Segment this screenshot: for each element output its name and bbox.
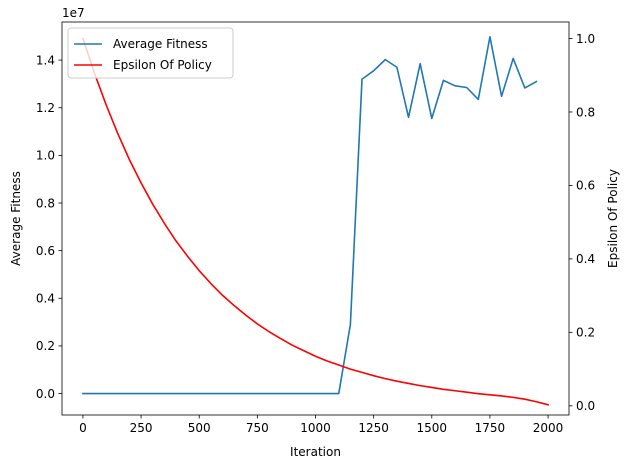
legend-box [67, 27, 234, 79]
legend-label-average-fitness: Average Fitness [113, 37, 208, 51]
y-left-tick-label: 0.4 [36, 292, 55, 306]
series-layer [81, 35, 550, 406]
y-axis-right-ticks: 0.0 0.2 0.4 0.6 0.8 1.0 [569, 32, 595, 413]
y-left-tick-label: 1.2 [36, 101, 55, 115]
x-axis-label: Iteration [290, 445, 341, 459]
y-right-tick-label: 0.0 [576, 399, 595, 413]
x-tick-label: 750 [246, 421, 269, 435]
y-axis-left-ticks: 0.0 0.2 0.4 0.6 0.8 1.0 1.2 1.4 [36, 53, 62, 401]
x-axis-ticks: 0 250 500 750 1000 1250 1500 1750 2000 [79, 415, 563, 435]
x-tick-label: 500 [188, 421, 211, 435]
y-left-tick-label: 0.0 [36, 387, 55, 401]
y-right-tick-label: 0.8 [576, 105, 595, 119]
y-left-tick-label: 1.4 [36, 53, 55, 67]
y-right-tick-label: 0.4 [576, 252, 595, 266]
x-tick-label: 1000 [300, 421, 331, 435]
legend: Average Fitness Epsilon Of Policy [67, 27, 234, 79]
y-axis-offset-label: 1e7 [62, 6, 85, 20]
y-left-tick-label: 0.2 [36, 339, 55, 353]
x-tick-label: 0 [79, 421, 87, 435]
series-line-average-fitness [82, 35, 538, 395]
x-tick-label: 1500 [417, 421, 448, 435]
x-tick-label: 250 [130, 421, 153, 435]
series-line-epsilon-of-policy [81, 37, 550, 406]
y-axis-left-label: Average Fitness [9, 171, 23, 266]
x-tick-label: 1750 [475, 421, 506, 435]
y-left-tick-label: 0.8 [36, 196, 55, 210]
y-axis-right-label: Epsilon Of Policy [606, 169, 620, 268]
x-tick-label: 2000 [533, 421, 564, 435]
y-left-tick-label: 0.6 [36, 244, 55, 258]
plot-area [62, 22, 569, 415]
y-right-tick-label: 1.0 [576, 32, 595, 46]
y-right-tick-label: 0.6 [576, 179, 595, 193]
x-tick-label: 1250 [358, 421, 389, 435]
legend-label-epsilon-of-policy: Epsilon Of Policy [113, 58, 212, 72]
y-right-tick-label: 0.2 [576, 326, 595, 340]
y-left-tick-label: 1.0 [36, 149, 55, 163]
